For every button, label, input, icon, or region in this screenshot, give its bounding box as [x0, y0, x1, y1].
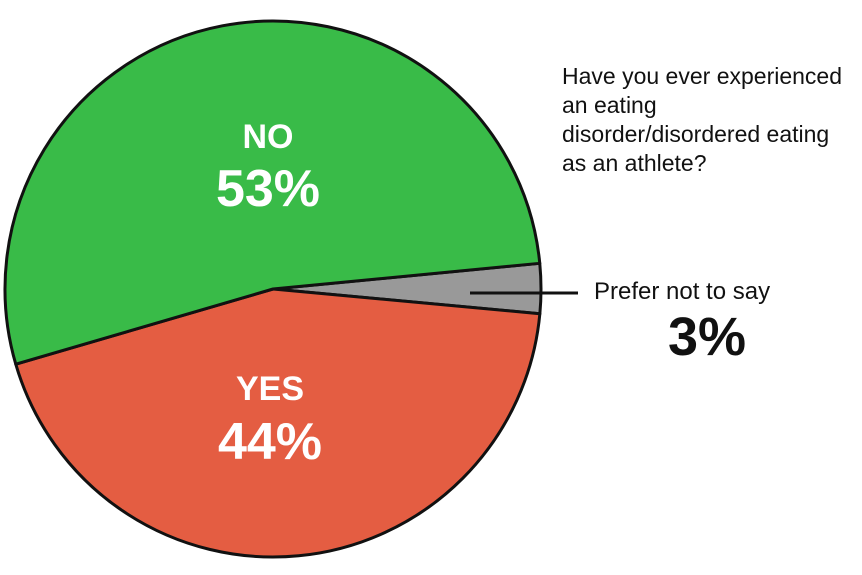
slice-label-yes: YES [236, 370, 304, 408]
slice-value-prefer-not-to-say: 3% [668, 307, 747, 367]
slice-value-yes: 44% [218, 413, 322, 471]
chart-question-title: Have you ever experienced an eating diso… [562, 63, 842, 176]
slice-label-no: NO [243, 118, 294, 156]
slice-yes [14, 287, 542, 559]
slice-no [3, 19, 542, 366]
slice-label-prefer-not-to-say: Prefer not to say [594, 278, 771, 305]
slice-value-no: 53% [216, 160, 320, 218]
